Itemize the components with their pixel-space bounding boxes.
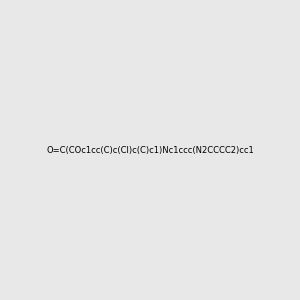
Text: O=C(COc1cc(C)c(Cl)c(C)c1)Nc1ccc(N2CCCC2)cc1: O=C(COc1cc(C)c(Cl)c(C)c1)Nc1ccc(N2CCCC2)… xyxy=(46,146,254,154)
